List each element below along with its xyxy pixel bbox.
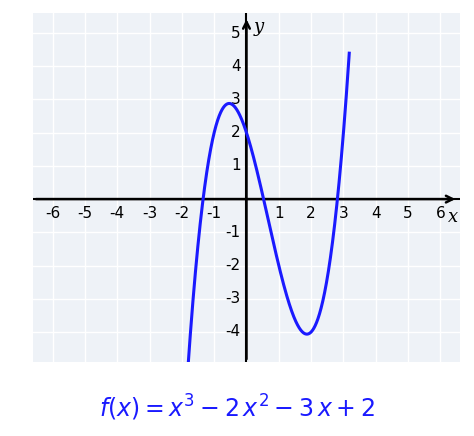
- Text: x: x: [448, 208, 458, 226]
- Text: -3: -3: [226, 291, 241, 306]
- Text: -3: -3: [142, 206, 157, 221]
- Text: 4: 4: [231, 59, 241, 74]
- Text: -5: -5: [77, 206, 92, 221]
- Text: 5: 5: [403, 206, 413, 221]
- Text: 6: 6: [436, 206, 445, 221]
- Text: 2: 2: [306, 206, 316, 221]
- Text: -6: -6: [45, 206, 60, 221]
- Text: 1: 1: [274, 206, 283, 221]
- Text: 4: 4: [371, 206, 381, 221]
- Text: 3: 3: [231, 92, 241, 107]
- Text: 5: 5: [231, 26, 241, 41]
- Text: -1: -1: [207, 206, 222, 221]
- Text: $f(x) = x^3 - 2\,x^2 - 3\,x + 2$: $f(x) = x^3 - 2\,x^2 - 3\,x + 2$: [99, 393, 375, 423]
- Text: -2: -2: [174, 206, 190, 221]
- Text: -2: -2: [226, 258, 241, 273]
- Text: 2: 2: [231, 125, 241, 140]
- Text: 1: 1: [231, 158, 241, 174]
- Text: -1: -1: [226, 225, 241, 240]
- Text: 3: 3: [338, 206, 348, 221]
- Text: -4: -4: [226, 324, 241, 340]
- Text: y: y: [254, 18, 264, 36]
- Text: -4: -4: [109, 206, 125, 221]
